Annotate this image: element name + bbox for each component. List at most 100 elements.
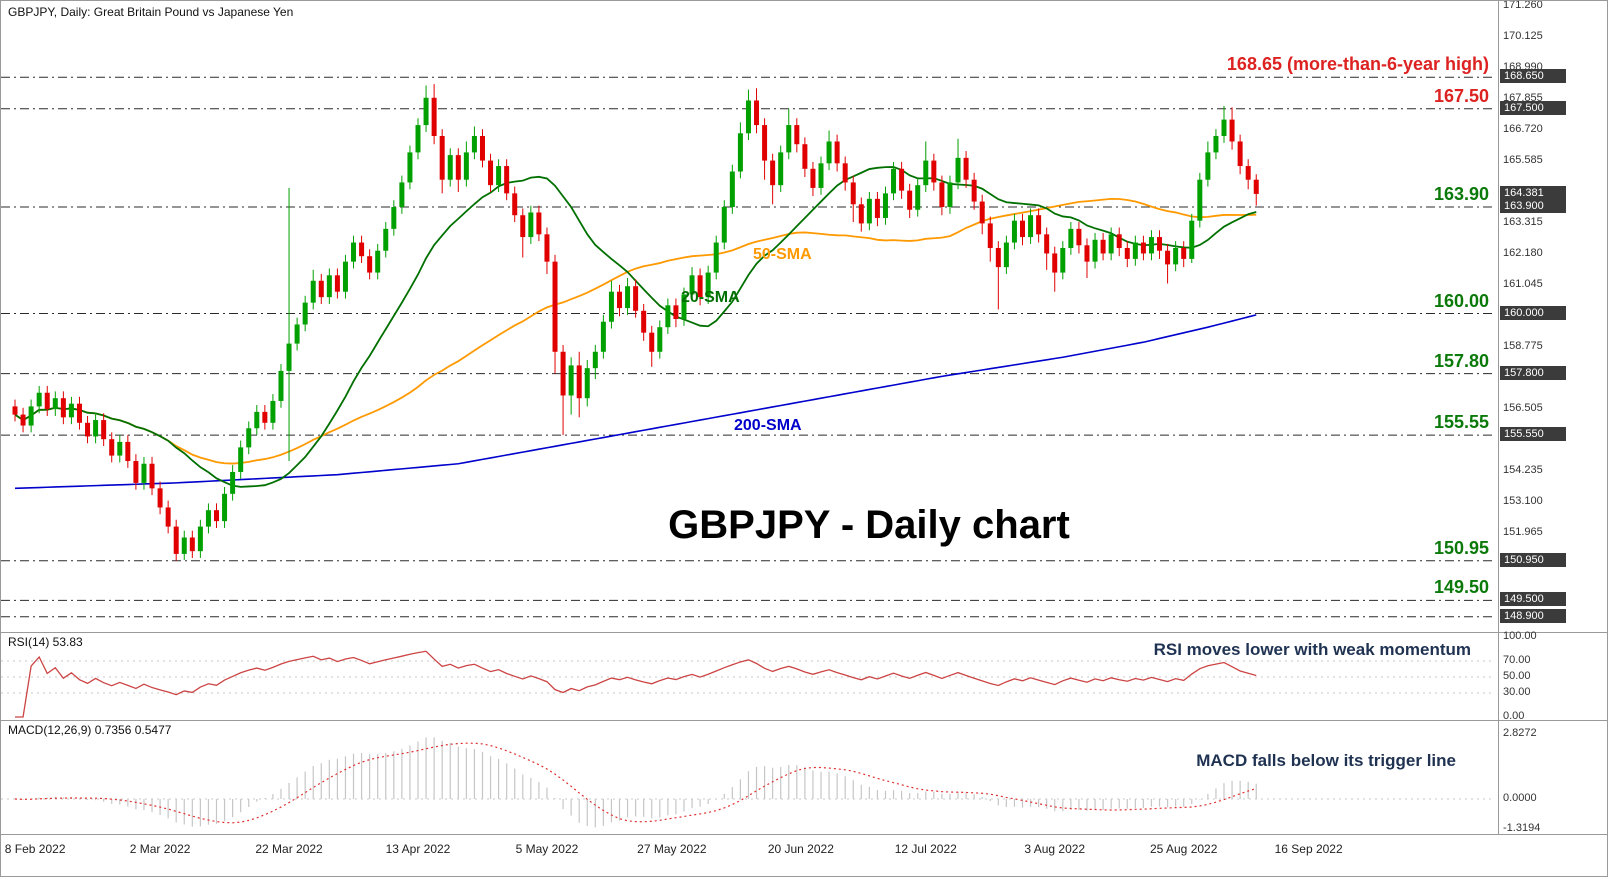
candle-body <box>12 406 18 415</box>
candle-body <box>230 471 236 494</box>
candle-body <box>125 441 131 462</box>
candle-body <box>882 193 888 218</box>
candle-body <box>1116 234 1122 248</box>
candle-body <box>939 182 945 208</box>
candle-body <box>512 193 518 216</box>
candle-body <box>391 207 397 229</box>
candle-body <box>963 157 969 180</box>
candle-body <box>552 261 558 352</box>
candle-body <box>20 414 26 426</box>
candle-body <box>109 439 115 456</box>
candle-body <box>447 155 453 180</box>
candle-body <box>778 152 784 186</box>
candle-body <box>1108 234 1114 254</box>
candle-body <box>1100 239 1106 254</box>
sma20-line <box>14 166 1257 488</box>
candle-body <box>931 160 937 183</box>
candle-body <box>786 125 792 153</box>
candle-body <box>987 223 993 248</box>
candle-body <box>214 510 219 522</box>
candle-body <box>342 261 348 292</box>
candle-body <box>1036 215 1042 235</box>
candle-body <box>359 242 365 257</box>
candle-body <box>270 400 276 423</box>
candle-body <box>874 198 880 218</box>
candle-body <box>439 136 445 180</box>
candle-body <box>1197 179 1203 221</box>
candle-body <box>1229 119 1235 142</box>
candle-body <box>907 190 913 210</box>
candle-body <box>351 242 357 262</box>
candle-body <box>713 242 719 273</box>
candle-body <box>238 447 244 472</box>
candle-body <box>1076 228 1082 246</box>
candle-body <box>326 275 332 298</box>
candle-body <box>1124 247 1130 259</box>
candle-body <box>608 291 614 322</box>
candle-body <box>1028 215 1034 238</box>
candle-body <box>592 351 598 369</box>
candle-body <box>794 125 800 145</box>
candle-body <box>189 537 195 552</box>
candle-body <box>93 420 99 437</box>
candle-body <box>1011 220 1017 243</box>
candle-body <box>479 136 485 161</box>
candle-body <box>1140 242 1146 254</box>
candle-body <box>463 152 469 180</box>
candle-body <box>334 275 340 292</box>
candle-body <box>576 365 582 399</box>
candle-body <box>101 420 107 440</box>
candle-body <box>681 294 687 320</box>
candle-body <box>665 305 671 328</box>
candle-body <box>496 166 502 186</box>
candle-body <box>1157 237 1163 251</box>
candle-body <box>1245 166 1251 180</box>
candle-body <box>205 510 211 527</box>
candle-body <box>568 365 574 396</box>
candle-body <box>294 324 300 344</box>
candle-body <box>318 280 324 298</box>
candle-body <box>141 463 147 483</box>
candle-body <box>415 125 421 153</box>
candle-body <box>536 212 542 235</box>
candle-body <box>1189 220 1195 259</box>
candle-body <box>52 398 58 410</box>
candle-body <box>286 343 292 371</box>
candle-body <box>246 428 252 448</box>
candle-body <box>810 168 816 188</box>
candle-body <box>858 204 864 224</box>
candle-body <box>149 463 155 489</box>
candle-body <box>407 152 413 183</box>
candle-body <box>802 144 808 169</box>
candle-body <box>689 275 695 295</box>
sma200-line <box>14 314 1257 490</box>
candle-body <box>375 250 381 273</box>
candle-body <box>915 185 921 210</box>
candle-body <box>762 125 768 161</box>
candle-body <box>1205 152 1211 180</box>
candle-body <box>488 160 494 186</box>
candle-body <box>1132 242 1138 259</box>
candle-body <box>28 406 34 426</box>
candle-body <box>367 256 373 273</box>
candle-body <box>705 272 711 298</box>
candle-body <box>673 305 679 320</box>
candle-body <box>44 392 50 410</box>
candle-body <box>560 351 566 396</box>
candle-body <box>1003 242 1009 268</box>
candle-body <box>181 537 187 554</box>
candle-body <box>544 234 550 262</box>
candle-body <box>68 403 74 418</box>
macd-signal-line <box>14 742 1257 824</box>
candle-body <box>971 179 977 202</box>
candle-body <box>302 302 308 325</box>
candle-body <box>36 392 42 407</box>
candle-body <box>995 247 1001 268</box>
candle-body <box>1068 228 1074 248</box>
candle-body <box>222 493 228 522</box>
candle-body <box>1092 239 1098 262</box>
candle-body <box>1084 245 1090 262</box>
candle-body <box>842 163 848 183</box>
candle-body <box>955 157 961 183</box>
